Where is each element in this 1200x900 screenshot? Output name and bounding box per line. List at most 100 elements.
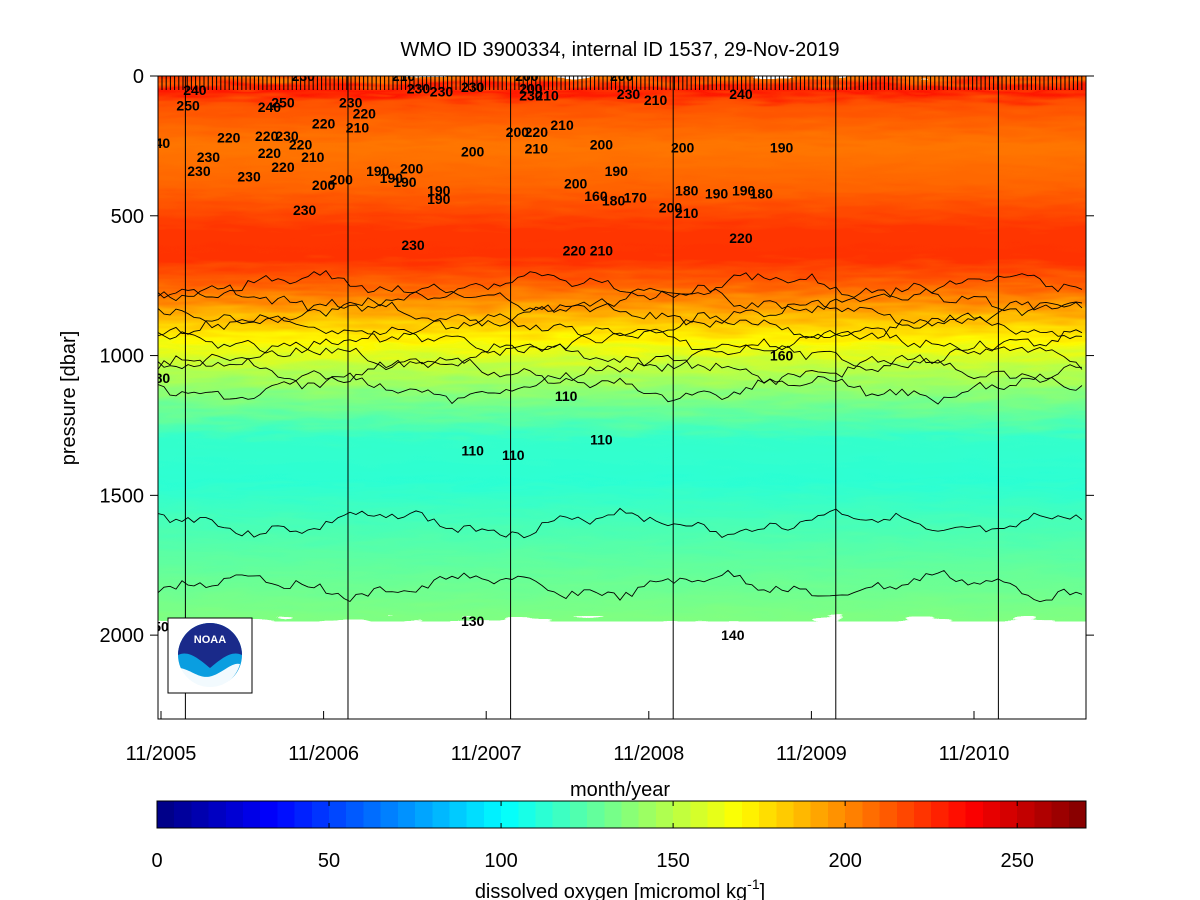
colorbar-tick-label: 100 xyxy=(484,850,517,872)
contour-label: 210 xyxy=(675,205,699,221)
contour-label: 240 xyxy=(729,86,753,102)
profile-bottom-mask xyxy=(158,623,1086,719)
contour-label: 200 xyxy=(671,139,695,155)
contour-label: 230 xyxy=(275,128,299,144)
contour-label: 220 xyxy=(353,106,377,122)
colorbar-ticks: 0 50 100 150 200 250 xyxy=(151,801,1034,872)
y-tick-label: 2000 xyxy=(100,625,145,647)
colorbar-label-suffix: ] xyxy=(760,881,766,900)
y-axis-label: pressure [dbar] xyxy=(58,331,80,466)
contour-label: 210 xyxy=(550,117,574,133)
contour-label: 250 xyxy=(271,95,295,111)
contour-label: 210 xyxy=(392,68,416,84)
contour-label: 210 xyxy=(346,120,370,136)
contour-label: 220 xyxy=(729,230,753,246)
contour-label: 200 xyxy=(506,124,530,140)
profile-bottom-edge xyxy=(158,623,1086,719)
y-tick-label: 1500 xyxy=(100,485,145,507)
contour-label: 210 xyxy=(590,243,614,259)
contour-lines xyxy=(158,269,1083,603)
contour-label: 180 xyxy=(602,192,626,208)
colorbar-tick-label: 0 xyxy=(151,850,162,872)
contour-label: 190 xyxy=(705,185,729,201)
contour-label: 250 xyxy=(176,97,200,113)
contour-label: 220 xyxy=(217,130,241,146)
colorbar-label: dissolved oxygen [micromol kg-1] xyxy=(475,876,765,900)
contour-label: 230 xyxy=(401,237,425,253)
contour-label: 140 xyxy=(721,627,745,643)
contour-label: 190 xyxy=(366,163,390,179)
x-tick-label: 11/2008 xyxy=(613,743,684,765)
contour-label: 190 xyxy=(427,183,451,199)
contour-label: 200 xyxy=(590,136,614,152)
contour-label: 230 xyxy=(197,149,221,165)
contour-label: 230 xyxy=(339,95,363,111)
contour-label: 110 xyxy=(502,447,525,463)
colorbar-tick-label: 250 xyxy=(1000,850,1033,872)
oxygen-field xyxy=(158,76,1086,622)
colorbar-label-prefix: dissolved oxygen [micromol kg xyxy=(475,881,747,900)
contour-label: 200 xyxy=(312,177,336,193)
contour-label: 230 xyxy=(237,169,261,185)
contour-label: 110 xyxy=(555,388,578,404)
contour-label: 220 xyxy=(312,116,336,132)
contour-label: 200 xyxy=(564,176,588,192)
contour-label: 180 xyxy=(675,183,699,199)
noaa-logo-text: NOAA xyxy=(194,634,226,646)
x-axis-label: month/year xyxy=(570,779,670,801)
profile-time-ticks xyxy=(161,76,1083,90)
colorbar-label-exponent: -1 xyxy=(747,876,760,892)
x-tick-label: 11/2007 xyxy=(451,743,522,765)
contour-label: 200 xyxy=(400,160,424,176)
contour-label: 200 xyxy=(610,68,634,84)
x-tick-label: 11/2005 xyxy=(126,743,197,765)
y-tick-label: 0 xyxy=(133,66,144,88)
contour-line xyxy=(158,298,1083,331)
contour-label: 190 xyxy=(605,163,629,179)
contour-label: 240 xyxy=(183,82,207,98)
y-tick-label: 1000 xyxy=(100,346,145,368)
contour-label: 220 xyxy=(563,243,587,259)
contour-label: 180 xyxy=(750,185,774,201)
x-tick-label: 11/2010 xyxy=(939,743,1010,765)
contour-label: 230 xyxy=(617,86,641,102)
contour-line xyxy=(158,338,1083,373)
contour-label: 190 xyxy=(732,183,756,199)
contour-line xyxy=(158,569,1083,603)
contour-line xyxy=(158,269,1083,301)
contour-label: 210 xyxy=(644,92,668,108)
contour-label: 230 xyxy=(187,163,211,179)
contour-label: 230 xyxy=(293,202,317,218)
contour-label: 230 xyxy=(519,88,543,104)
contour-label: 190 xyxy=(393,174,417,190)
contour-label: 50 xyxy=(153,619,169,635)
x-tick-label: 11/2006 xyxy=(288,743,359,765)
contour-label: 210 xyxy=(301,149,325,165)
contour-label: 220 xyxy=(271,159,295,175)
contour-line xyxy=(158,326,1083,358)
contour-label: 110 xyxy=(590,431,613,447)
contour-label: 210 xyxy=(535,88,559,104)
contour-label: 210 xyxy=(525,141,549,157)
chart-title: WMO ID 3900334, internal ID 1537, 29-Nov… xyxy=(400,39,839,61)
contour-label: 130 xyxy=(461,613,485,629)
contour-label: 240 xyxy=(258,99,282,115)
contour-label: 200 xyxy=(659,199,683,215)
contour-label: 80 xyxy=(155,370,171,386)
contour-line xyxy=(158,354,1082,386)
contour-label: 200 xyxy=(330,171,354,187)
contour-label: 190 xyxy=(770,139,794,155)
contour-label: 230 xyxy=(292,68,316,84)
colorbar-tick-label: 200 xyxy=(828,850,861,872)
contour-line xyxy=(158,507,1083,539)
colorbar-fill xyxy=(156,800,1087,829)
colorbar-tick-label: 50 xyxy=(318,850,340,872)
contour-label: 230 xyxy=(430,83,454,99)
contour-label: 220 xyxy=(258,145,282,161)
y-tick-label: 500 xyxy=(111,206,144,228)
colorbar: 0 50 100 150 200 250 dissolved oxygen [microm… xyxy=(151,800,1087,900)
contour-label: 200 xyxy=(461,143,485,159)
x-axis: 11/2005 11/2006 11/2007 11/2008 11/2009 11/20… xyxy=(126,711,1010,765)
noaa-logo: NOAA xyxy=(167,617,253,694)
